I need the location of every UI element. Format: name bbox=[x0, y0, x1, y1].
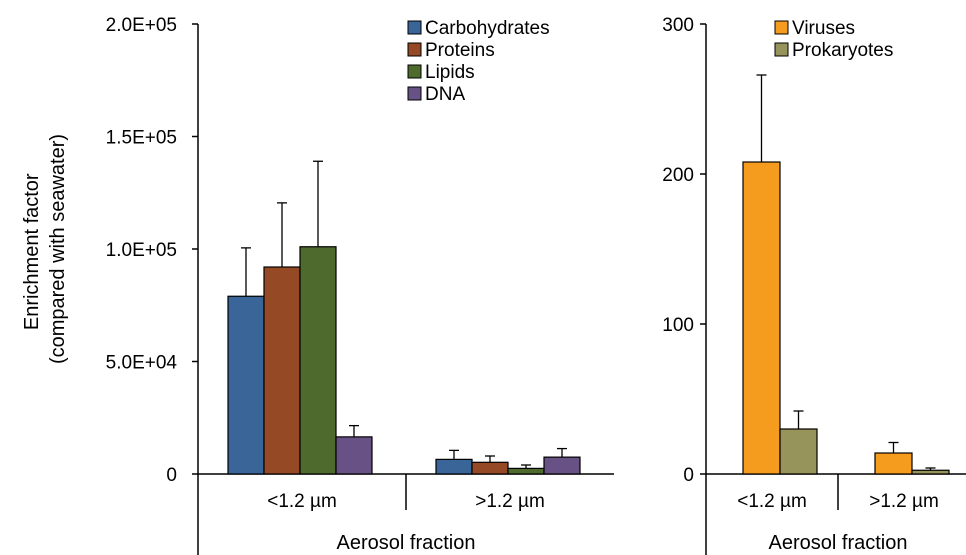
x-category-label: <1.2 µm bbox=[737, 491, 807, 512]
legend-label: DNA bbox=[425, 84, 465, 105]
y-tick-label: 0 bbox=[683, 465, 694, 486]
chart-microbes: 0 100 200 300 <1.2 µm >1.2 µm Aerosol fraction… bbox=[662, 15, 966, 555]
bar bbox=[911, 469, 950, 475]
y-tick-label: 0 bbox=[166, 465, 177, 486]
y-tick-label: 1.0E+05 bbox=[106, 240, 177, 261]
x-category-label: <1.2 µm bbox=[267, 491, 337, 512]
bar bbox=[263, 266, 301, 475]
legend-label: Prokaryotes bbox=[792, 40, 893, 61]
x-category-label: >1.2 µm bbox=[869, 491, 939, 512]
y-axis-title: Enrichment factor (compared with seawate… bbox=[21, 134, 69, 364]
legend-swatch bbox=[774, 42, 789, 57]
bar bbox=[742, 161, 781, 475]
bar bbox=[335, 436, 373, 475]
legend-swatch bbox=[407, 20, 422, 35]
legend-label: Viruses bbox=[792, 18, 855, 39]
y-tick-label: 2.0E+05 bbox=[106, 15, 177, 36]
x-axis-title: Aerosol fraction bbox=[337, 532, 476, 554]
legend-label: Lipids bbox=[425, 62, 475, 83]
y-axis-title-line-1: Enrichment factor bbox=[21, 173, 43, 330]
legend-swatch bbox=[407, 64, 422, 79]
y-tick-label: 200 bbox=[662, 165, 694, 186]
bar bbox=[874, 452, 913, 475]
bar bbox=[227, 295, 265, 475]
y-tick-label: 300 bbox=[662, 15, 694, 36]
legend-label: Carbohydrates bbox=[425, 18, 550, 39]
legend-swatch bbox=[407, 42, 422, 57]
chart-macromolecules: 0 5.0E+04 1.0E+05 1.5E+05 2.0E+05 <1.2 µm >1.2… bbox=[106, 15, 614, 555]
y-tick-label: 5.0E+04 bbox=[106, 353, 178, 374]
legend-swatch bbox=[407, 86, 422, 101]
bar bbox=[471, 461, 509, 475]
y-tick-label: 1.5E+05 bbox=[106, 128, 177, 149]
bar bbox=[543, 456, 581, 475]
bar bbox=[779, 428, 818, 475]
legend-label: Proteins bbox=[425, 40, 495, 61]
x-axis-title: Aerosol fraction bbox=[769, 532, 908, 554]
y-axis-title-line-2: (compared with seawater) bbox=[47, 134, 69, 364]
bar bbox=[507, 467, 545, 475]
x-category-label: >1.2 µm bbox=[475, 491, 545, 512]
bar bbox=[435, 458, 473, 475]
bar bbox=[299, 246, 337, 475]
y-tick-label: 100 bbox=[662, 315, 694, 336]
legend-swatch bbox=[774, 20, 789, 35]
